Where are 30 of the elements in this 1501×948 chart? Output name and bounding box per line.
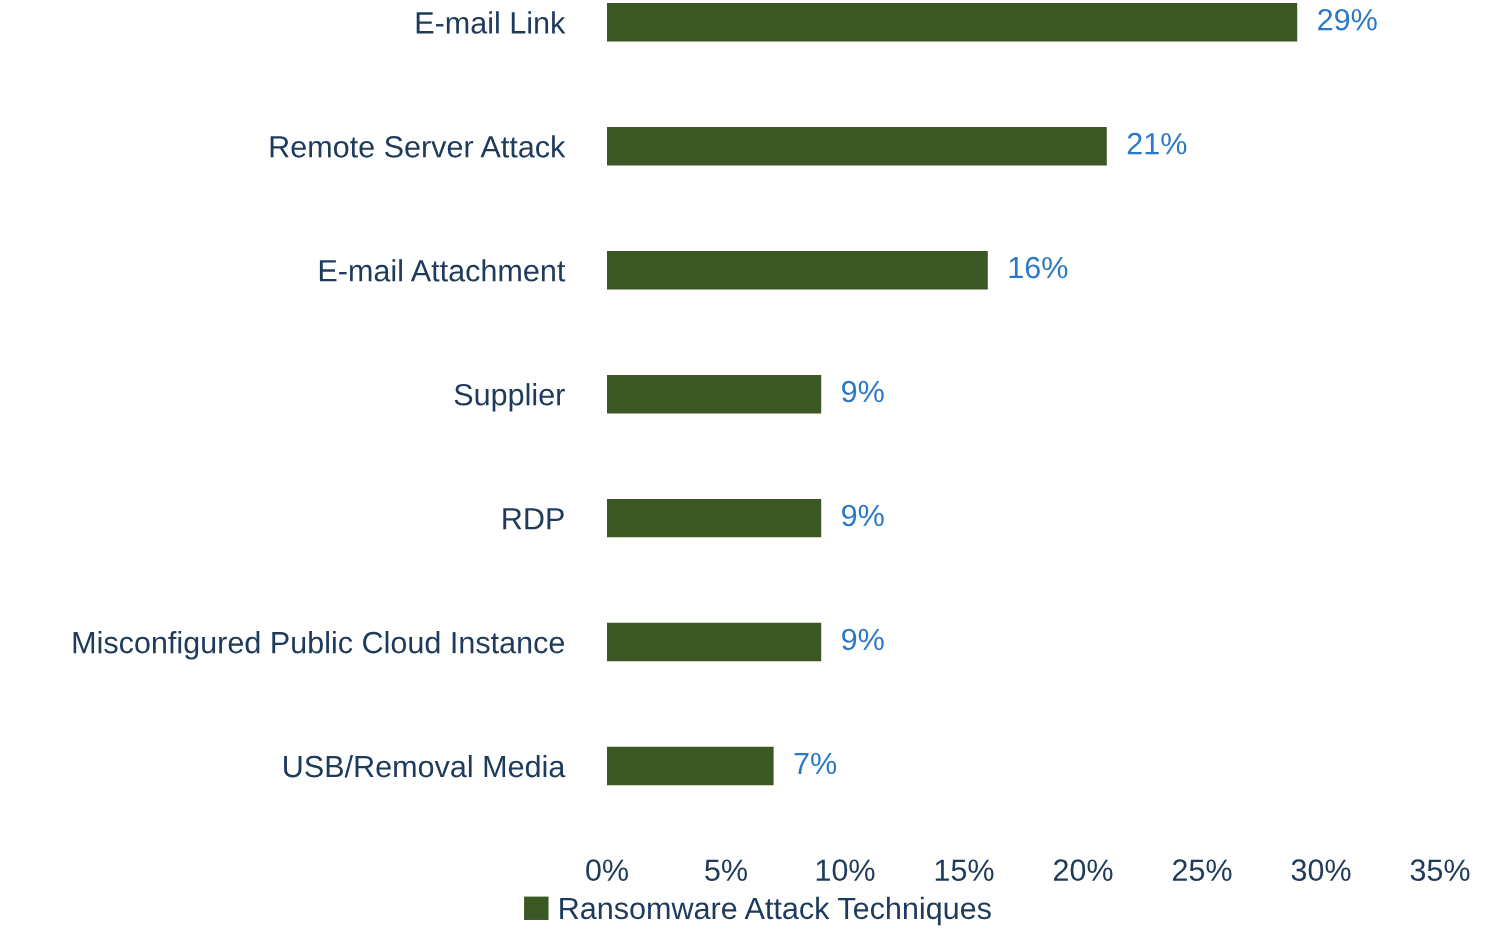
bar: [607, 746, 774, 786]
x-tick-label: 15%: [935, 859, 994, 881]
data-label: 9%: [842, 628, 884, 651]
bar: [607, 251, 988, 290]
bar: [607, 3, 1298, 42]
y-tick-label: Remote Server Attack: [270, 135, 566, 158]
x-tick-label: 35%: [1410, 859, 1470, 881]
x-tick-label: 5%: [705, 859, 747, 881]
bar: [607, 127, 1107, 166]
data-label: 9%: [842, 380, 884, 403]
y-tick-label: USB/Removal Media: [284, 754, 566, 778]
data-label: 9%: [842, 504, 884, 527]
data-label: 7%: [794, 752, 837, 775]
y-tick-label: RDP: [503, 508, 564, 530]
legend-label: Ransomware Attack Techniques: [560, 896, 991, 926]
x-tick-label: 0%: [586, 859, 628, 881]
y-tick-label: E-mail Attachment: [319, 259, 566, 282]
y-tick-label: E-mail Link: [416, 11, 566, 34]
data-label: 29%: [1318, 8, 1377, 31]
x-tick-label: 20%: [1053, 859, 1113, 881]
y-tick-label: Supplier: [454, 383, 565, 412]
y-tick-label: Misconfigured Public Cloud Instance: [73, 631, 564, 660]
bar: [607, 374, 822, 414]
x-tick-label: 10%: [816, 859, 875, 881]
bar: [607, 498, 822, 538]
x-tick-label: 30%: [1291, 859, 1351, 881]
x-tick-label: 25%: [1172, 859, 1232, 881]
data-label: 21%: [1127, 132, 1187, 155]
bar: [607, 622, 822, 662]
data-label: 16%: [1009, 256, 1068, 279]
